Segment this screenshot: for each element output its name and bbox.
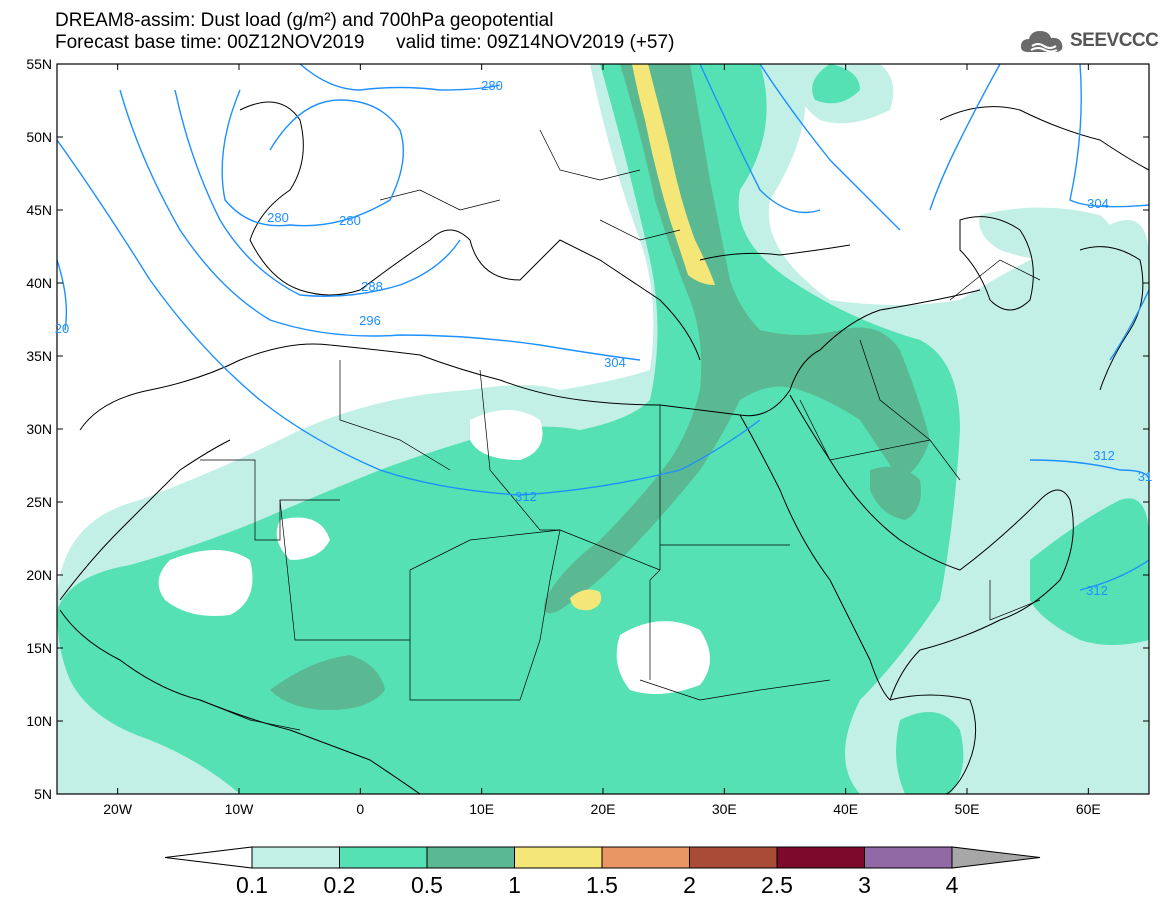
colorbar-bin	[776, 846, 865, 869]
colorbar-bin	[339, 846, 428, 869]
contour-label: 280	[481, 78, 503, 93]
contour-label: 31	[1138, 469, 1152, 484]
map-title: DREAM8-assim: Dust load (g/m²) and 700hP…	[55, 10, 554, 31]
contour-label: 304	[604, 355, 626, 370]
colorbar-bin	[426, 846, 515, 869]
lat-label: 50N	[26, 129, 52, 145]
contour-label: 280	[267, 210, 289, 225]
colorbar-threshold-label: 0.1	[236, 872, 268, 898]
colorbar-bin	[601, 846, 690, 869]
lat-label: 15N	[26, 640, 52, 656]
contour-labels: 280 280 280 288 296 304 304 312 312 312 20 31	[55, 78, 1152, 598]
lat-label: 5N	[34, 786, 52, 802]
longitude-axis: 20W 10W 0 10E 20E 30E 40E 50E 60E	[103, 64, 1101, 817]
colorbar-threshold-label: 2.5	[761, 872, 793, 898]
coastlines	[59, 101, 1149, 794]
contour-label: 280	[339, 213, 361, 228]
lon-label: 0	[356, 801, 364, 817]
colorbar-bin	[514, 846, 603, 869]
cloud-logo-icon	[1020, 31, 1063, 53]
colorbar-bin	[251, 846, 340, 869]
colorbar-under-triangle	[164, 846, 253, 869]
contour-label: 312	[1093, 448, 1115, 463]
lon-label: 30E	[712, 801, 737, 817]
lat-label: 35N	[26, 348, 52, 364]
contour-label: 296	[359, 313, 381, 328]
contour-label: 288	[361, 279, 383, 294]
country-borders	[199, 129, 1041, 731]
lat-label: 25N	[26, 494, 52, 510]
lat-label: 40N	[26, 275, 52, 291]
contour-label: 304	[1087, 196, 1109, 211]
lat-label: 30N	[26, 421, 52, 437]
lat-label: 45N	[26, 202, 52, 218]
dust-clear-areas	[158, 410, 710, 694]
geopotential-contours	[57, 64, 1149, 591]
dust-layer-0.5	[270, 64, 930, 710]
brand-name: SEEVCCC	[1070, 30, 1159, 51]
map-plot-area	[57, 64, 1149, 794]
contour-label: 312	[515, 489, 537, 504]
dust-layer-0.2	[57, 64, 1149, 794]
colorbar-threshold-label: 1	[508, 872, 521, 898]
colorbar-threshold-label: 0.5	[411, 872, 443, 898]
colorbar-over-triangle	[951, 846, 1041, 869]
brand-logo: SEEVCCC	[1018, 26, 1159, 58]
colorbar-threshold-label: 4	[946, 872, 959, 898]
lon-label: 40E	[833, 801, 858, 817]
colorbar-threshold-label: 1.5	[586, 872, 618, 898]
lat-label: 55N	[26, 56, 52, 72]
colorbar-bin	[689, 846, 778, 869]
contour-label: 312	[1086, 583, 1108, 598]
lat-label: 20N	[26, 567, 52, 583]
latitude-axis: 55N 50N 45N 40N 35N 30N 25N 20N 15N 10N 5N	[26, 56, 1149, 802]
lat-label: 10N	[26, 713, 52, 729]
lon-label: 60E	[1076, 801, 1101, 817]
dust-layer-1	[570, 64, 715, 611]
lon-label: 50E	[955, 801, 980, 817]
lon-label: 20W	[103, 801, 133, 817]
contour-label: 20	[55, 321, 69, 336]
colorbar-bin	[864, 846, 953, 869]
lon-label: 10E	[469, 801, 494, 817]
lon-label: 20E	[591, 801, 616, 817]
lon-label: 10W	[225, 801, 255, 817]
colorbar-threshold-label: 2	[683, 872, 696, 898]
forecast-times: Forecast base time: 00Z12NOV2019 valid t…	[55, 32, 675, 53]
colorbar-threshold-label: 3	[858, 872, 871, 898]
colorbar-threshold-label: 0.2	[324, 872, 356, 898]
